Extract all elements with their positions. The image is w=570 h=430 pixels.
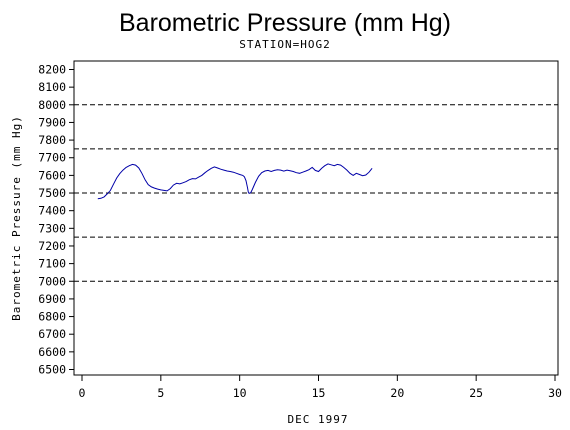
y-tick-label: 7900 (38, 115, 66, 129)
y-axis-label: Barometric Pressure (mm Hg) (10, 115, 23, 321)
x-tick-label: 20 (390, 386, 404, 400)
y-tick-label: 7300 (38, 221, 66, 235)
y-tick-label: 7400 (38, 204, 66, 218)
y-tick-label: 8100 (38, 80, 66, 94)
y-tick-label: 7700 (38, 151, 66, 165)
x-tick-label: 30 (548, 386, 562, 400)
x-tick-label: 15 (312, 386, 326, 400)
series-layer (97, 163, 373, 200)
chart-subtitle: STATION=HOG2 (239, 38, 330, 51)
x-tick-label: 25 (469, 386, 483, 400)
y-tick-label: 8000 (38, 98, 66, 112)
y-tick-label: 6800 (38, 310, 66, 324)
y-tick-label: 7200 (38, 239, 66, 253)
y-tick-label: 6500 (38, 363, 66, 377)
y-tick-label: 7100 (38, 257, 66, 271)
x-axis-label: DEC 1997 (288, 413, 349, 426)
x-tick-label: 5 (157, 386, 164, 400)
y-tick-label: 8200 (38, 63, 66, 77)
chart-title: Barometric Pressure (mm Hg) (119, 9, 451, 37)
y-tick-label: 6900 (38, 292, 66, 306)
x-tick-label: 10 (233, 386, 247, 400)
y-tick-label: 6600 (38, 345, 66, 359)
plot-frame (73, 60, 559, 376)
x-axis: 0 5 10 15 20 25 30 (79, 375, 562, 400)
x-tick-label: 0 (79, 386, 86, 400)
pressure-series-line (97, 163, 373, 200)
y-tick-label: 7800 (38, 133, 66, 147)
y-tick-label: 7500 (38, 186, 66, 200)
y-tick-label: 7600 (38, 168, 66, 182)
y-tick-label: 7000 (38, 274, 66, 288)
reference-lines (74, 104, 558, 282)
y-axis: 6500 6600 6700 6800 6900 7000 7100 7200 7300 7400… (38, 63, 74, 377)
y-tick-label: 6700 (38, 327, 66, 341)
